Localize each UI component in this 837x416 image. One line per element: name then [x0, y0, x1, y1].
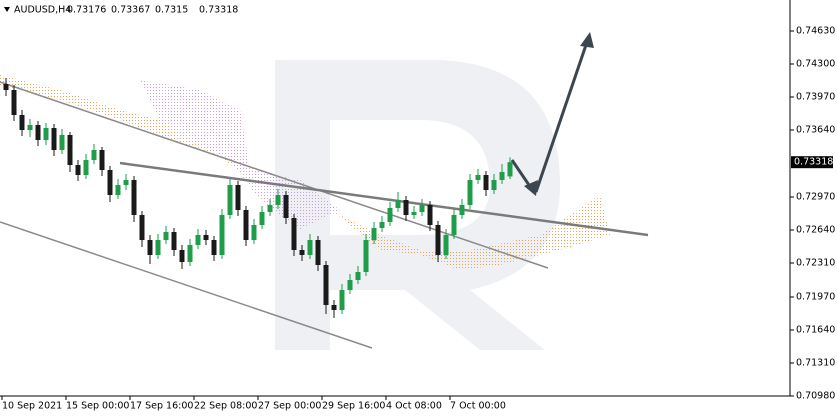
candle-body [491, 180, 497, 190]
candle-body [195, 235, 201, 245]
candle-body [355, 272, 361, 280]
y-tick-label: 0.70980 [796, 391, 835, 402]
y-tick-label: 0.73640 [796, 125, 835, 136]
candle-body [331, 305, 337, 310]
y-tick-label: 0.71970 [796, 292, 835, 303]
candle-body [59, 135, 65, 150]
candle-body [211, 240, 217, 255]
candle-body [371, 228, 377, 240]
candle-body [179, 250, 185, 262]
y-tick-label: 0.72970 [796, 192, 835, 203]
candle-body [107, 170, 113, 195]
y-tick-label: 0.74630 [796, 26, 835, 37]
candle-body [299, 250, 305, 255]
candle-body [451, 215, 457, 235]
x-tick-label: 4 Oct 08:00 [386, 401, 442, 412]
candle-body [267, 205, 273, 212]
candle-body [435, 225, 441, 255]
y-tick-label: 0.73970 [796, 92, 835, 103]
x-tick-label: 17 Sep 16:00 [130, 401, 193, 412]
candle-body [131, 180, 137, 215]
y-tick-label: 0.71310 [796, 358, 835, 369]
ohlc-high: 0.73367 [111, 5, 150, 16]
candle-body [187, 245, 193, 262]
candle-body [379, 222, 385, 228]
candle-body [363, 240, 369, 272]
candle-body [507, 162, 513, 177]
header-icon [4, 7, 10, 12]
candle-body [27, 125, 33, 130]
candle-body [123, 180, 129, 185]
candle-body [427, 205, 433, 225]
candle-body [91, 150, 97, 160]
ohlc-open: 0.73176 [67, 5, 106, 16]
candle-body [3, 84, 9, 90]
y-tick-label: 0.74300 [796, 59, 835, 70]
forecast-arrows [510, 32, 594, 196]
price-tag [791, 156, 833, 169]
x-tick-label: 15 Sep 00:00 [66, 401, 129, 412]
ichimoku-cloud [140, 80, 340, 230]
candle-body [403, 200, 409, 215]
candle-body [51, 128, 57, 150]
candle-body [459, 205, 465, 215]
x-tick-label: 7 Oct 00:00 [450, 401, 506, 412]
candle-body [203, 235, 209, 240]
candle-body [419, 205, 425, 212]
candle-body [251, 225, 257, 240]
ohlc-low: 0.7315 [155, 5, 188, 16]
x-tick-label: 22 Sep 08:00 [194, 401, 257, 412]
candle-body [83, 160, 89, 175]
candle-body [283, 195, 289, 218]
chart-title: AUDUSD,H4 [14, 5, 71, 16]
candle-body [411, 212, 417, 215]
candle-body [163, 232, 169, 240]
candle-body [443, 235, 449, 255]
price-tag-label: 0.73318 [794, 157, 833, 168]
candle-body [227, 185, 233, 215]
x-tick-label: 27 Sep 00:00 [258, 401, 321, 412]
candle-body [243, 210, 249, 240]
candle-body [43, 128, 49, 140]
candle-body [323, 265, 329, 305]
candle-body [115, 185, 121, 195]
candle-body [75, 165, 81, 175]
candle-body [259, 212, 265, 225]
x-tick-label: 29 Sep 16:00 [322, 401, 385, 412]
candle-body [347, 280, 353, 290]
ichimoku-cloud [0, 75, 610, 270]
candle-body [499, 172, 505, 180]
header: AUDUSD,H4 0.73176 0.73367 0.7315 0.73318 [4, 5, 238, 16]
candle-body [387, 208, 393, 222]
y-tick-label: 0.72640 [796, 225, 835, 236]
candle-body [147, 240, 153, 255]
candle-body [235, 185, 241, 210]
candle-body [11, 90, 17, 115]
candle-body [219, 215, 225, 255]
candle-body [155, 240, 161, 255]
candle-body [395, 200, 401, 208]
candle-body [275, 195, 281, 205]
candle-body [35, 125, 41, 140]
candle-body [483, 175, 489, 190]
y-tick-label: 0.71640 [796, 325, 835, 336]
y-tick-label: 0.72310 [796, 258, 835, 269]
candle-body [139, 215, 145, 240]
candle-body [67, 135, 73, 165]
candle-body [467, 180, 473, 205]
candle-body [339, 290, 345, 310]
candle-body [19, 115, 25, 130]
candle-body [307, 240, 313, 255]
candle-body [475, 175, 481, 180]
candle-body [99, 150, 105, 170]
ohlc-close: 0.73318 [199, 5, 238, 16]
x-tick-label: 10 Sep 2021 [2, 401, 62, 412]
candle-body [291, 218, 297, 250]
trendlines [0, 81, 649, 349]
candle-body [171, 232, 177, 250]
candle-body [315, 240, 321, 265]
